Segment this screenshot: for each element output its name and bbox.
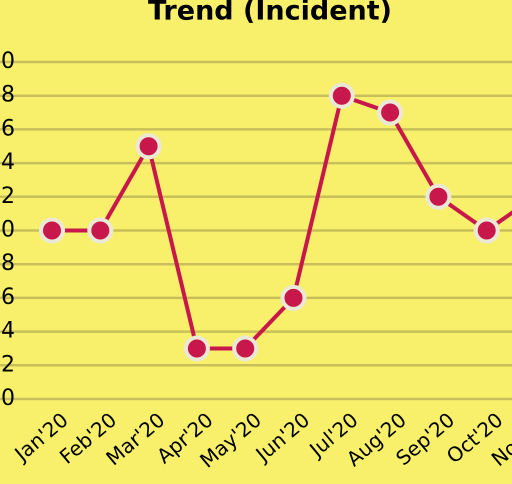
marker	[280, 284, 307, 311]
marker	[473, 217, 500, 244]
y-tick-label: 16	[0, 116, 15, 141]
y-tick-label: 20	[0, 49, 15, 74]
y-tick-label: 18	[0, 83, 15, 108]
y-tick-label: 8	[1, 251, 15, 276]
y-tick-label: 12	[0, 184, 15, 209]
marker	[425, 183, 452, 210]
marker	[232, 335, 259, 362]
chart-title: Trend (Incident)	[148, 0, 392, 27]
y-tick-label: 4	[1, 319, 15, 344]
y-tick-label: 0	[1, 386, 15, 411]
marker	[87, 217, 114, 244]
marker	[39, 217, 65, 244]
y-tick-label: 14	[0, 150, 15, 175]
marker	[377, 99, 404, 126]
marker	[135, 133, 162, 160]
y-tick-label: 2	[1, 352, 15, 377]
y-tick-label: 10	[0, 218, 15, 243]
marker	[183, 335, 210, 362]
y-tick-label: 6	[1, 285, 15, 310]
marker	[328, 82, 355, 109]
